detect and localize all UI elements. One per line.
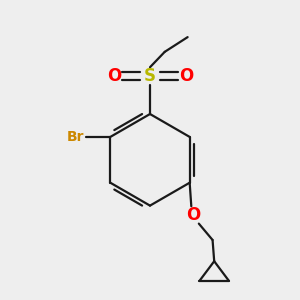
Text: O: O [107,68,121,85]
Text: S: S [144,68,156,85]
Text: Br: Br [67,130,85,144]
Text: O: O [179,68,193,85]
Text: O: O [186,206,200,224]
